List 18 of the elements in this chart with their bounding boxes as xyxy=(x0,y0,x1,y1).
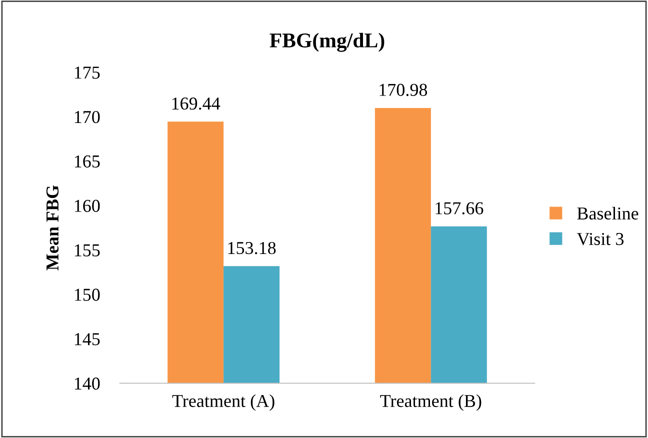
legend-label: Baseline xyxy=(577,206,638,220)
data-label: 169.44 xyxy=(172,98,220,110)
chart-title: FBG(mg/dL) xyxy=(270,32,384,52)
y-tick-label: 175 xyxy=(74,66,100,79)
data-label: 153.18 xyxy=(228,242,276,254)
y-tick-label: 160 xyxy=(74,200,100,212)
y-tick-label: 145 xyxy=(74,333,100,346)
x-tick-label: Treatment (B) xyxy=(380,394,482,411)
y-tick-label: 165 xyxy=(74,155,100,168)
y-tick-label: 170 xyxy=(74,110,100,124)
y-tick-label: 155 xyxy=(74,244,100,256)
data-label: 170.98 xyxy=(380,84,428,96)
y-tick-label: 150 xyxy=(74,288,100,301)
legend-label: Visit 3 xyxy=(576,232,624,246)
y-axis-title: Mean FBG xyxy=(46,185,59,270)
y-tick-label: 140 xyxy=(74,378,100,390)
x-tick-label: Treatment (A) xyxy=(172,394,274,411)
data-label: 157.66 xyxy=(436,202,484,214)
